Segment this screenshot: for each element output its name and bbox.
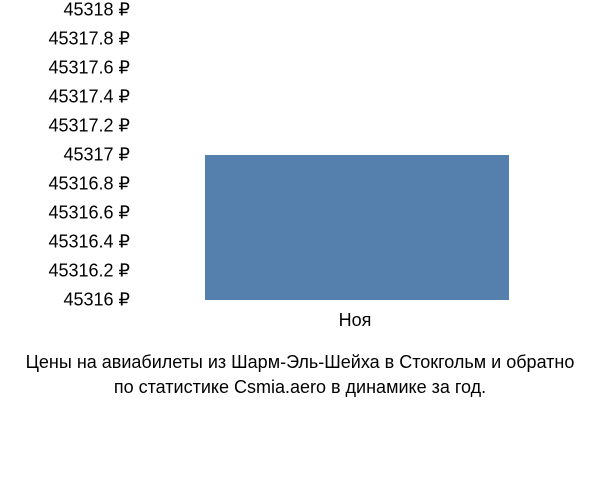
y-tick-label: 45317 ₽: [63, 145, 130, 166]
plot-area: [135, 10, 575, 300]
y-tick-label: 45318 ₽: [63, 0, 130, 21]
x-tick-label: Ноя: [339, 310, 372, 331]
caption-line-1: Цены на авиабилеты из Шарм-Эль-Шейха в С…: [0, 350, 600, 375]
y-tick-label: 45316 ₽: [63, 290, 130, 311]
y-tick-label: 45316.6 ₽: [48, 203, 130, 224]
chart-caption: Цены на авиабилеты из Шарм-Эль-Шейха в С…: [0, 350, 600, 400]
y-tick-label: 45317.2 ₽: [48, 116, 130, 137]
chart-container: Цены на авиабилеты из Шарм-Эль-Шейха в С…: [0, 0, 600, 500]
bar: [205, 155, 509, 300]
caption-line-2: по статистике Csmia.aero в динамике за г…: [0, 375, 600, 400]
y-tick-label: 45316.4 ₽: [48, 232, 130, 253]
y-tick-label: 45317.6 ₽: [48, 58, 130, 79]
y-tick-label: 45316.2 ₽: [48, 261, 130, 282]
y-tick-label: 45316.8 ₽: [48, 174, 130, 195]
y-tick-label: 45317.4 ₽: [48, 87, 130, 108]
y-tick-label: 45317.8 ₽: [48, 29, 130, 50]
